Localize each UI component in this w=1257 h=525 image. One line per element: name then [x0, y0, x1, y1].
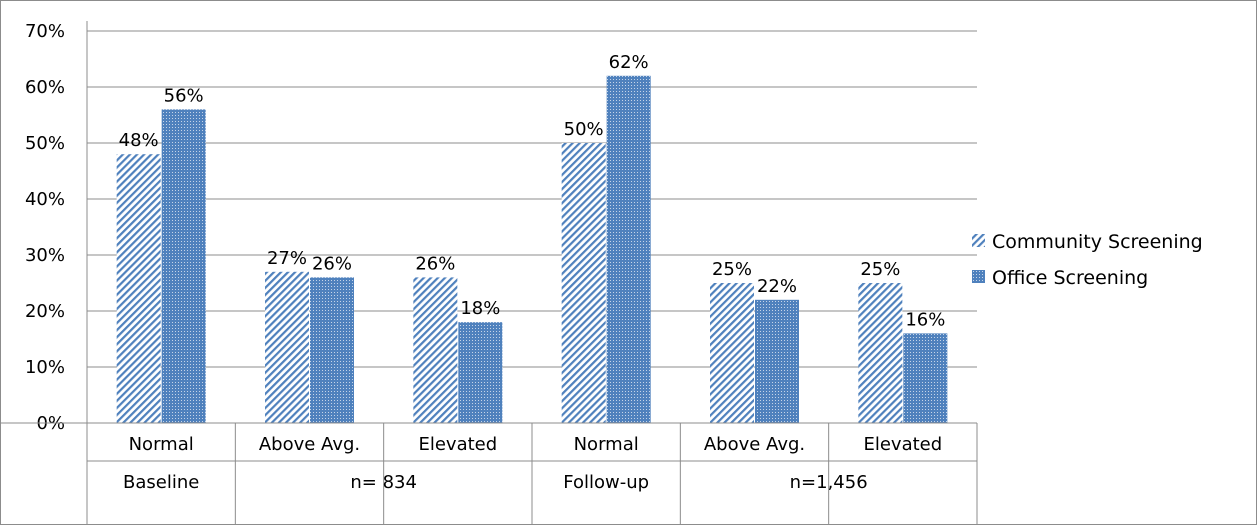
bar-community-screening — [116, 154, 161, 423]
legend: Community Screening Office Screening — [972, 231, 1203, 289]
data-label: 25% — [712, 259, 752, 280]
group-label: n=1,456 — [790, 472, 868, 493]
bar-community-screening — [858, 283, 903, 423]
category-label: Normal — [574, 434, 639, 455]
y-tick-label: 40% — [25, 189, 65, 210]
group-label: n= 834 — [350, 472, 417, 493]
bar-community-screening — [265, 271, 309, 423]
data-label: 22% — [757, 276, 797, 297]
bar-office-screening — [310, 277, 354, 423]
category-label: Above Avg. — [259, 434, 360, 455]
category-label: Normal — [129, 434, 194, 455]
y-tick-label: 70% — [25, 21, 65, 42]
group-label: Follow-up — [563, 472, 649, 493]
data-label: 18% — [460, 298, 500, 319]
bar-community-screening — [710, 283, 754, 423]
y-tick-label: 10% — [25, 357, 65, 378]
group-label: Baseline — [123, 472, 199, 493]
legend-swatch-office — [972, 270, 985, 283]
bar-office-screening — [606, 75, 651, 424]
bar-community-screening — [413, 277, 458, 423]
category-label: Elevated — [863, 434, 942, 455]
y-tick-label: 20% — [25, 301, 65, 322]
y-tick-label: 50% — [25, 133, 65, 154]
data-label: 26% — [415, 253, 455, 274]
y-tick-label: 60% — [25, 77, 65, 98]
bars — [116, 75, 948, 424]
bar-office-screening — [458, 322, 503, 423]
axes: 0%10%20%30%40%50%60%70%Normal Above Avg. E… — [0, 21, 978, 525]
category-label: Above Avg. — [704, 434, 805, 455]
data-label: 62% — [609, 52, 649, 73]
category-label: Elevated — [418, 434, 497, 455]
legend-label: Office Screening — [992, 267, 1148, 289]
bar-office-screening — [755, 299, 799, 423]
data-label: 27% — [267, 248, 307, 269]
data-label: 50% — [564, 119, 604, 140]
data-label: 48% — [119, 130, 159, 151]
bar-office-screening — [903, 333, 948, 423]
legend-swatch-community — [972, 234, 985, 247]
y-tick-label: 30% — [25, 245, 65, 266]
data-label: 25% — [860, 259, 900, 280]
bar-community-screening — [561, 143, 606, 423]
legend-label: Community Screening — [992, 231, 1203, 253]
data-label: 26% — [312, 253, 352, 274]
data-label: 56% — [164, 85, 204, 106]
bar-office-screening — [161, 109, 206, 424]
data-labels: 48%27% 26%50%25% 25%56%26%18%62%22%16% — [119, 52, 946, 331]
data-label: 16% — [905, 309, 945, 330]
